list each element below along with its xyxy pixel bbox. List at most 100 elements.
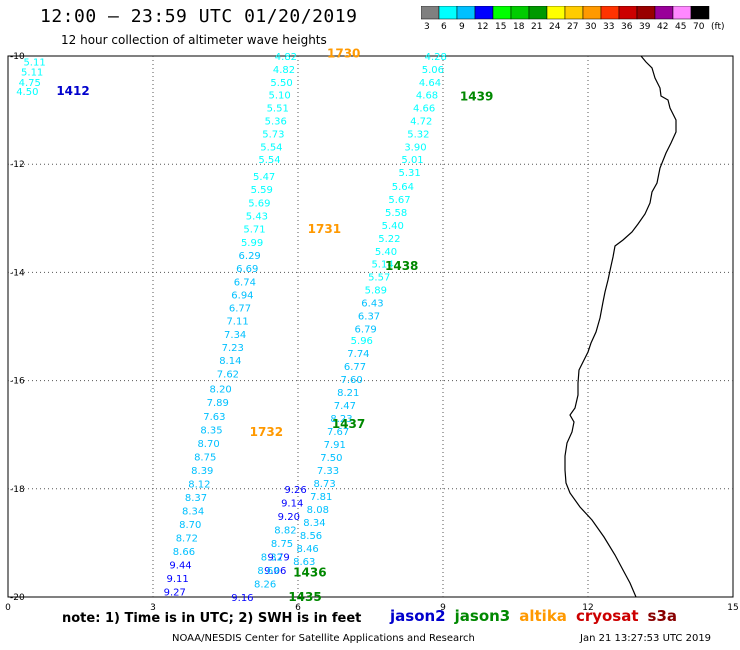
swh-value: 5.67 bbox=[388, 195, 410, 206]
y-tick-label: -20 bbox=[10, 593, 25, 603]
track-jason2: 9.44 9.11 9.27 bbox=[164, 561, 192, 599]
scale-value: 36 bbox=[621, 22, 633, 32]
swh-value: 7.67 bbox=[327, 427, 349, 438]
scale-value: 6 bbox=[441, 22, 447, 32]
swh-value: 5.14 bbox=[371, 260, 393, 271]
track-altika: 5.47 5.59 5.69 5.43 5.71 5.99 6.29 6.69 6.74 6.94… bbox=[217, 172, 341, 380]
swh-value: 9.16 bbox=[231, 593, 253, 604]
swh-value: 5.43 bbox=[246, 212, 268, 223]
swh-value: 7.63 bbox=[203, 412, 225, 423]
swh-value: 8.23 bbox=[330, 414, 352, 425]
scale-value: 3 bbox=[424, 22, 430, 32]
pass-label: 1437 bbox=[332, 417, 365, 431]
swh-value: 6.37 bbox=[358, 312, 380, 323]
swh-value: 5.57 bbox=[368, 273, 390, 284]
y-tick-label: -10 bbox=[10, 52, 25, 62]
swh-value: 5.73 bbox=[262, 129, 284, 140]
legend-item-altika: altika bbox=[519, 607, 567, 625]
scale-swatch bbox=[690, 6, 710, 20]
coastline bbox=[564, 55, 677, 598]
swh-value: 5.10 bbox=[269, 90, 291, 101]
swh-value: 8.63 bbox=[293, 557, 315, 568]
pass-label: 1436 bbox=[293, 566, 326, 580]
track-jason3: 5.96 7.74 6.77 7.60 8.21 7.47 8.23 7.67 7.91 7.50… bbox=[293, 336, 373, 568]
scale-value: 45 bbox=[675, 22, 687, 32]
swh-value: 5.06 bbox=[422, 65, 444, 76]
swh-value: 4.82 bbox=[273, 65, 295, 76]
swh-value: 7.91 bbox=[324, 440, 346, 451]
swh-value: 7.47 bbox=[334, 401, 356, 412]
swh-value: 5.59 bbox=[251, 185, 273, 196]
swh-value: 9.20 bbox=[278, 512, 300, 523]
swh-value: 9.11 bbox=[167, 574, 189, 585]
swh-value: 4.64 bbox=[419, 78, 441, 89]
swh-value: 5.32 bbox=[407, 129, 429, 140]
scale-value: 9 bbox=[459, 22, 465, 32]
track-jason3: 5.64 5.67 5.58 5.40 5.22 5.40 5.14 5.57 5.89 6.43… bbox=[355, 182, 419, 336]
swh-value: 7.60 bbox=[341, 375, 363, 386]
swh-value: 6.77 bbox=[229, 304, 251, 315]
y-tick-label: -14 bbox=[10, 268, 25, 278]
track-jason3: 4.28 5.06 4.644.68 4.66 4.72 5.32 3.90 5.01 5.31… bbox=[399, 52, 494, 179]
swh-value: 4.50 bbox=[16, 87, 38, 98]
scale-value: 24 bbox=[549, 22, 561, 32]
swh-value: 7.23 bbox=[222, 343, 244, 354]
map-frame bbox=[7, 55, 734, 598]
swh-value: 5.54 bbox=[258, 155, 280, 166]
track-altika: 4.82 4.82 5.505.10 5.51 5.36 5.73 5.54 5.54 1730 bbox=[258, 46, 360, 165]
x-tick-label: 9 bbox=[440, 603, 446, 613]
legend-item-jason3: jason3 bbox=[454, 607, 511, 625]
satellite-legend: jason2 jason3 altika cryosat s3a bbox=[390, 607, 686, 625]
y-tick-label: -12 bbox=[10, 160, 25, 170]
pass-label: 1412 bbox=[56, 84, 89, 98]
swh-value: 8.69 bbox=[257, 566, 279, 577]
swh-value: 5.89 bbox=[365, 286, 387, 297]
swh-value: 8.75 bbox=[271, 539, 293, 550]
scale-value: 39 bbox=[639, 22, 651, 32]
swh-value: 8.46 bbox=[297, 544, 319, 555]
swh-value: 8.34 bbox=[303, 518, 325, 529]
scale-value: 42 bbox=[657, 22, 669, 32]
swh-value: 8.08 bbox=[307, 505, 329, 516]
swh-value: 7.50 bbox=[320, 453, 342, 464]
pass-label: 1730 bbox=[327, 46, 360, 60]
swh-value: 5.51 bbox=[267, 103, 289, 114]
swh-value: 6.79 bbox=[355, 325, 377, 336]
swh-value: 8.12 bbox=[188, 479, 210, 490]
swh-value: 4.66 bbox=[413, 103, 435, 114]
swh-value: 4.82 bbox=[275, 52, 297, 63]
scale-value: 33 bbox=[603, 22, 615, 32]
swh-value: 4.28 bbox=[425, 52, 447, 63]
swh-value: 8.72 bbox=[176, 533, 198, 544]
swh-value: 3.90 bbox=[404, 142, 426, 153]
swh-value: 6.43 bbox=[361, 299, 383, 310]
swh-value: 4.68 bbox=[416, 90, 438, 101]
swh-value: 9.26 bbox=[284, 485, 306, 496]
track-jason2: 5.115.114.754.50 1412 bbox=[16, 57, 90, 98]
swh-value: 7.34 bbox=[224, 330, 246, 341]
scale-unit: (ft) bbox=[711, 22, 725, 32]
swh-value: 6.77 bbox=[344, 362, 366, 373]
y-tick-label: -18 bbox=[10, 485, 25, 495]
swh-value: 8.82 bbox=[274, 525, 296, 536]
page-subtitle: 12 hour collection of altimeter wave hei… bbox=[61, 33, 327, 47]
swh-value: 5.36 bbox=[265, 116, 287, 127]
swh-value: 5.71 bbox=[243, 225, 265, 236]
swh-value: 4.72 bbox=[410, 116, 432, 127]
swh-value: 6.69 bbox=[236, 264, 258, 275]
pass-label: 1435 bbox=[288, 590, 321, 604]
footer-note: note: 1) Time is in UTC; 2) SWH is in fe… bbox=[62, 611, 362, 626]
pass-label: 1731 bbox=[308, 222, 341, 236]
swh-value: 8.35 bbox=[200, 425, 222, 436]
swh-value: 8.73 bbox=[313, 479, 335, 490]
scale-value: 27 bbox=[567, 22, 579, 32]
legend-item-s3a: s3a bbox=[647, 607, 678, 625]
swh-value: 8.75 bbox=[194, 452, 216, 463]
y-tick-label: -16 bbox=[10, 377, 25, 387]
swh-value: 5.11 bbox=[23, 57, 45, 68]
x-tick-label: 3 bbox=[150, 603, 156, 613]
swh-value: 8.34 bbox=[182, 506, 204, 517]
scale-value: 15 bbox=[495, 22, 507, 32]
swh-value: 9.06 bbox=[264, 566, 286, 577]
scale-value: 30 bbox=[585, 22, 597, 32]
